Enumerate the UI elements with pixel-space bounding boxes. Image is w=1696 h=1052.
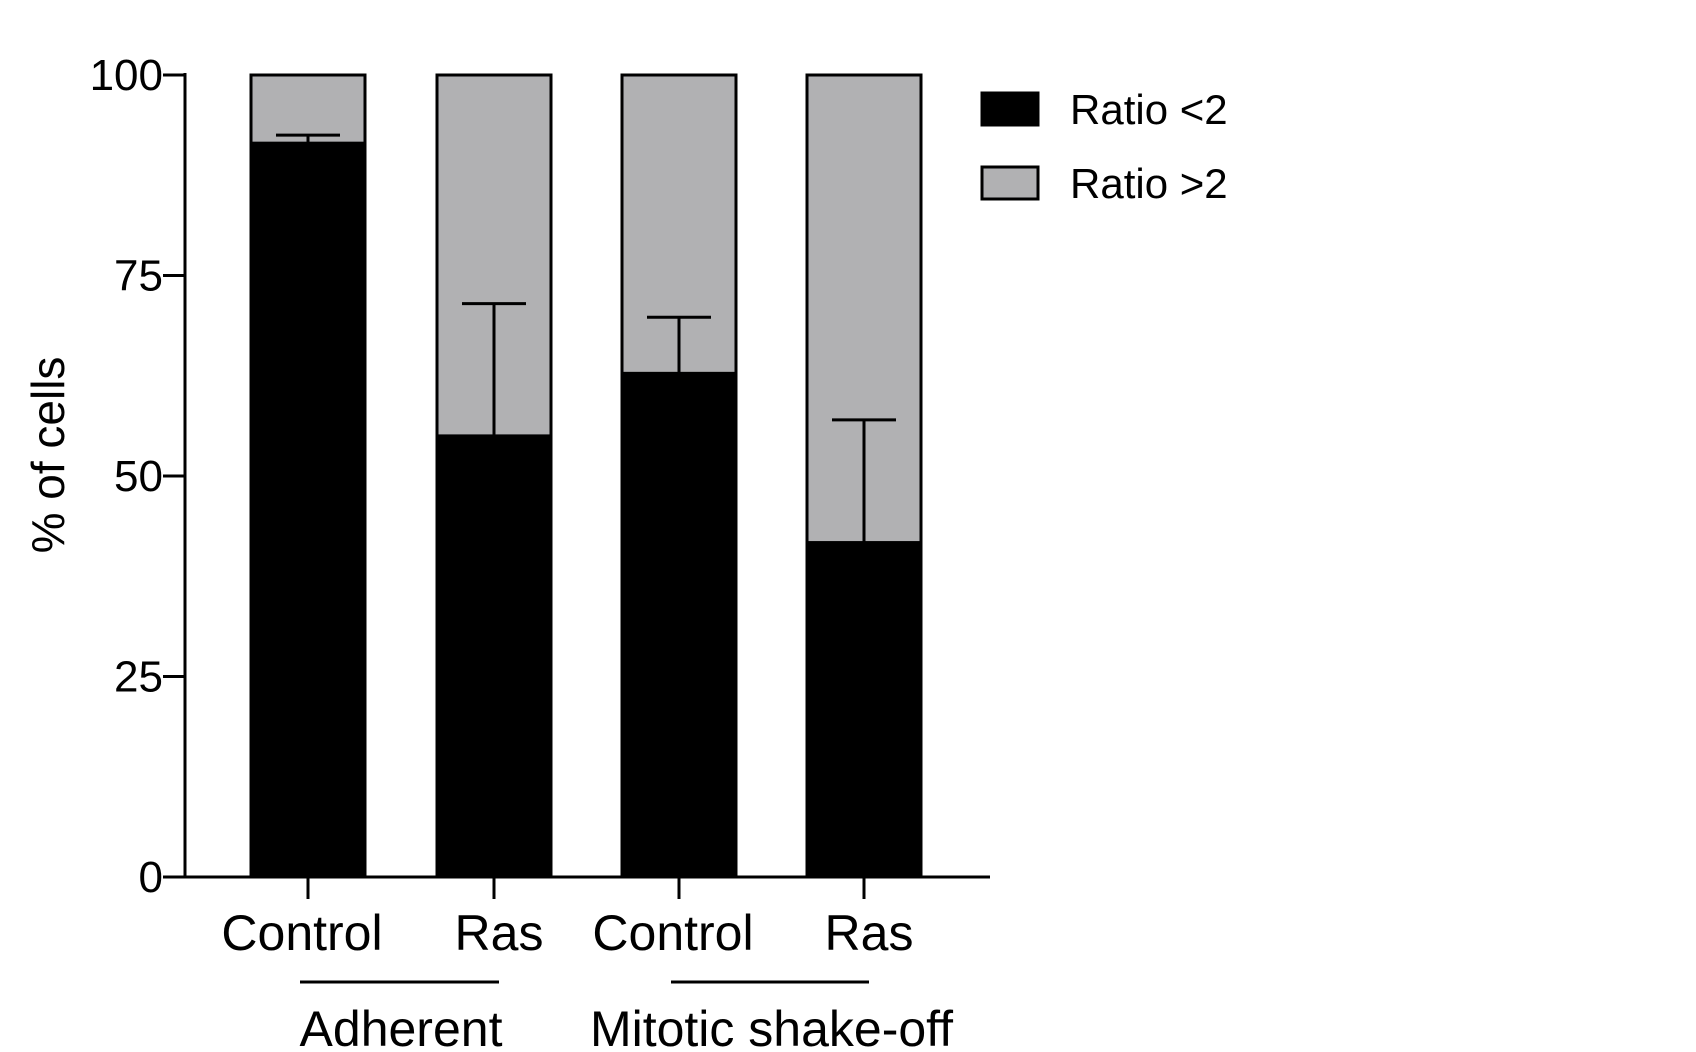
y-tick-label: 100 (90, 51, 163, 100)
y-tick-label: 50 (114, 452, 163, 501)
group-label: Mitotic shake-off (590, 1001, 953, 1052)
bar-segment-ratio-lt-2 (249, 141, 367, 879)
legend-label: Ratio <2 (1070, 86, 1228, 133)
bar-segment-ratio-lt-2 (620, 371, 738, 879)
y-axis-title: % of cells (22, 357, 74, 554)
x-category-label: Control (592, 905, 753, 961)
legend: Ratio <2 Ratio >2 (980, 86, 1228, 207)
bar-segment-ratio-gt-2 (249, 73, 367, 145)
group-label: Adherent (300, 1001, 503, 1052)
x-category-label: Ras (825, 905, 914, 961)
bar-segment-ratio-lt-2 (805, 541, 923, 879)
legend-swatch-ratio-gt-2 (980, 165, 1040, 201)
x-category-label: Control (221, 905, 382, 961)
y-tick-label: 75 (114, 252, 163, 301)
y-tick-label: 0 (139, 853, 163, 902)
x-category-label: Ras (455, 905, 544, 961)
legend-label: Ratio >2 (1070, 160, 1228, 207)
y-tick-label: 25 (114, 653, 163, 702)
plot-area: 0 25 50 75 100 Control Ras Control Ras Adherent Mi… (90, 51, 990, 1052)
legend-swatch-ratio-lt-2 (980, 91, 1040, 127)
bar-segment-ratio-lt-2 (435, 434, 553, 879)
